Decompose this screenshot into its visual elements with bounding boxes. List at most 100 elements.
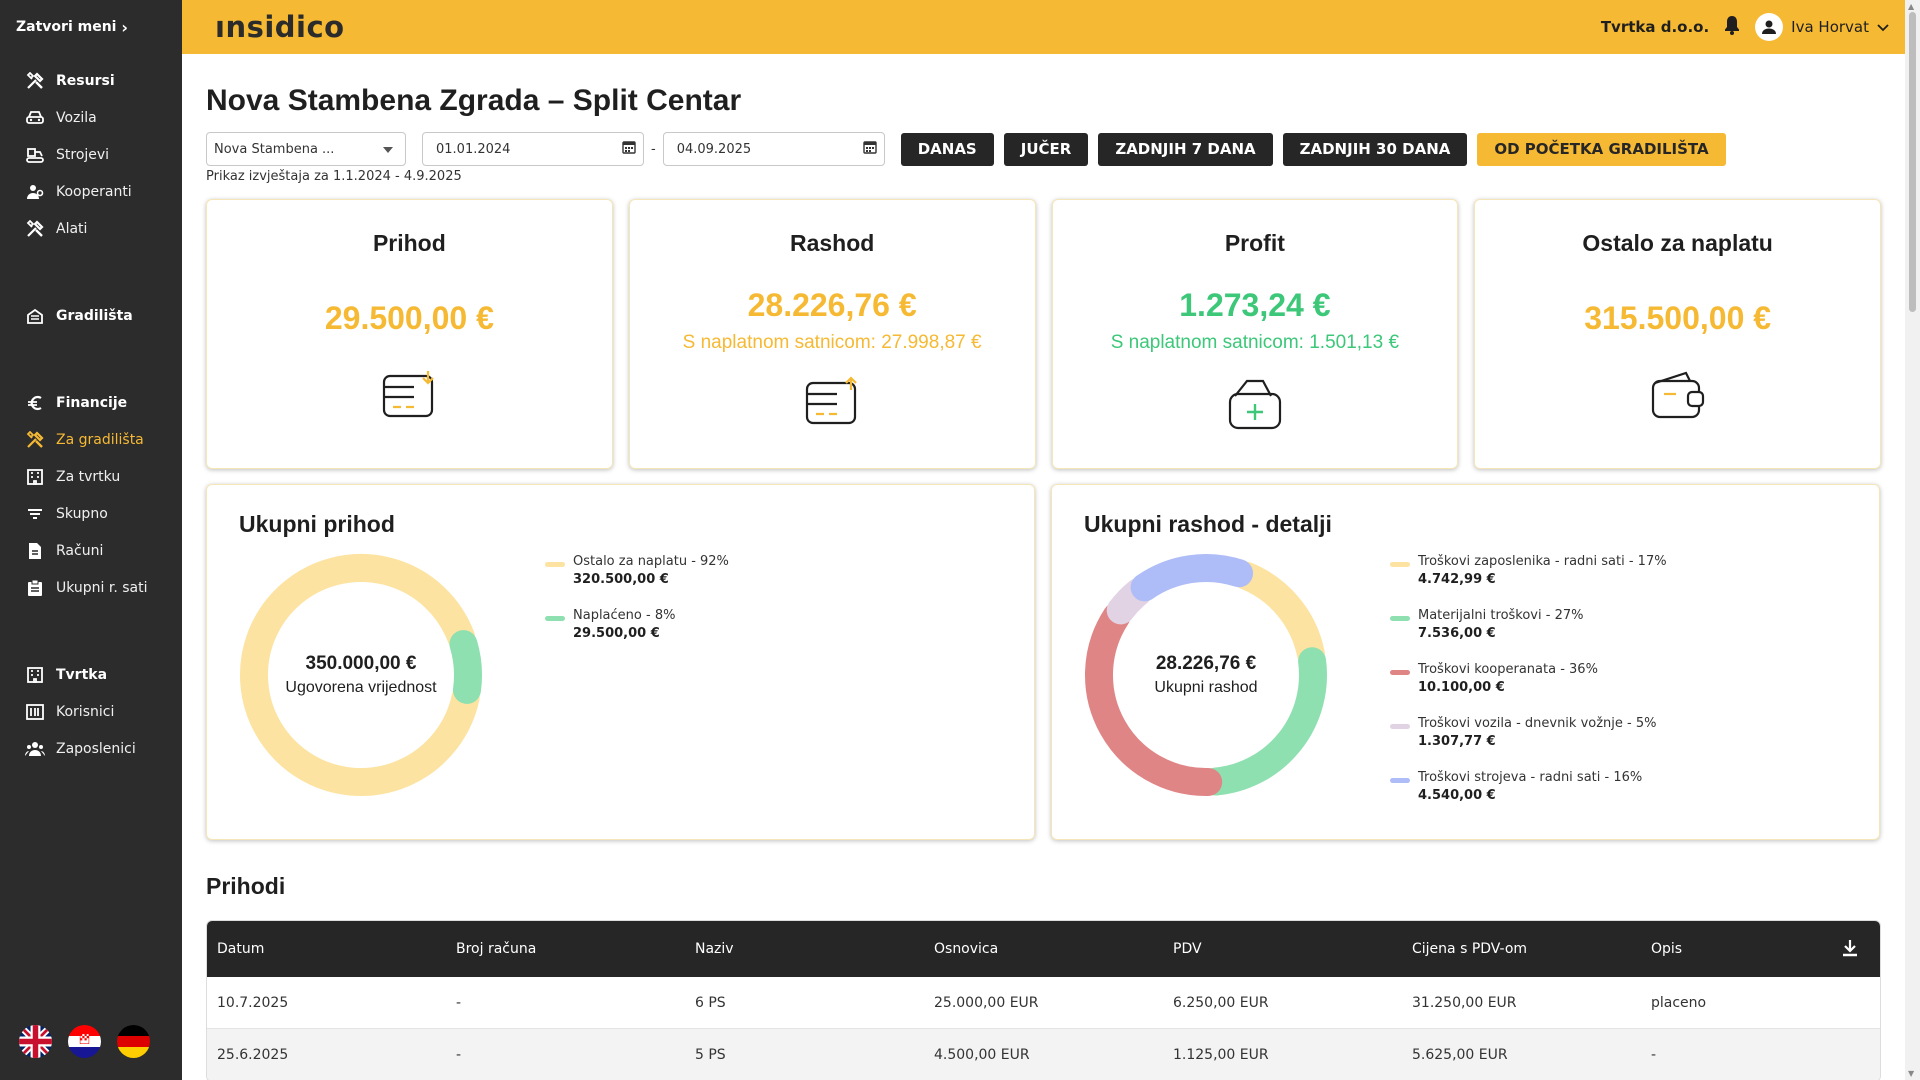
sidebar-item-alati[interactable]: Alati — [0, 210, 182, 247]
column-header[interactable]: Opis — [1651, 941, 1683, 957]
language-switcher — [19, 1025, 150, 1058]
column-header[interactable]: Osnovica — [934, 941, 999, 957]
column-header[interactable]: Naziv — [695, 941, 734, 957]
since-start-button[interactable]: OD POČETKA GRADILIŠTA — [1477, 132, 1726, 166]
table-row[interactable]: 25.6.2025 - 5 PS 4.500,00 EUR 1.125,00 E… — [207, 1029, 1880, 1080]
sidebar-item-skupno[interactable]: Skupno — [0, 495, 182, 532]
legend-value: 320.500,00 € — [573, 572, 669, 587]
sidebar-item-za-tvrtku[interactable]: Za tvrtku — [0, 458, 182, 495]
wallet-in-icon — [381, 369, 437, 423]
sidebar-item-strojevi[interactable]: Strojevi — [0, 136, 182, 173]
scrollbar[interactable]: ▲ ▼ — [1905, 0, 1920, 1080]
date-from-field[interactable]: 01.01.2024 — [422, 132, 644, 166]
euro-icon — [24, 392, 46, 414]
company-name[interactable]: Tvrtka d.o.o. — [1600, 18, 1710, 36]
column-header[interactable]: Broj računa — [456, 941, 537, 957]
donut-segment[interactable] — [1130, 554, 1254, 602]
scroll-down-icon[interactable]: ▼ — [1908, 1069, 1915, 1078]
sidebar-item-gradilišta[interactable]: Gradilišta — [0, 297, 182, 334]
outstanding-card: Ostalo za naplatu 315.500,00 € — [1474, 199, 1881, 469]
column-header[interactable]: Datum — [217, 941, 265, 957]
sidebar-item-kooperanti[interactable]: Kooperanti — [0, 173, 182, 210]
sidebar-item-ukupni-r-sati[interactable]: Ukupni r. sati — [0, 569, 182, 606]
employees-icon — [24, 738, 46, 760]
sidebar-item-korisnici[interactable]: Korisnici — [0, 693, 182, 730]
sidebar-item-label: Zaposlenici — [56, 740, 136, 757]
car-icon — [24, 107, 46, 129]
legend-item[interactable]: Materijalni troškovi - 27% 7.536,00 € — [1390, 607, 1667, 643]
column-header[interactable]: Cijena s PDV-om — [1412, 941, 1528, 957]
card-subvalue: S naplatnom satnicom: 27.998,87 € — [682, 332, 982, 353]
legend-value: 4.540,00 € — [1418, 788, 1496, 803]
donut-segment[interactable] — [449, 630, 482, 704]
calendar-icon[interactable] — [863, 140, 877, 158]
uk-flag-icon[interactable] — [19, 1025, 52, 1058]
legend-item[interactable]: Troškovi zaposlenika - radni sati - 17% 4… — [1390, 553, 1667, 589]
table-cell: - — [1651, 1046, 1657, 1063]
scroll-thumb[interactable] — [1909, 12, 1916, 312]
wallet-out-icon — [804, 376, 860, 430]
scroll-up-icon[interactable]: ▲ — [1908, 2, 1915, 11]
legend-text: Materijalni troškovi - 27% 7.536,00 € — [1418, 607, 1583, 643]
sidebar-item-zaposlenici[interactable]: Zaposlenici — [0, 730, 182, 767]
date-to-field[interactable]: 04.09.2025 — [662, 132, 885, 166]
project-select[interactable]: Nova Stambena ... — [206, 132, 406, 166]
close-menu-button[interactable]: Zatvori meni › — [0, 0, 182, 54]
legend-item[interactable]: Ostalo za naplatu - 92% 320.500,00 € — [545, 553, 729, 589]
report-range-info: Prikaz izvještaja za 1.1.2024 - 4.9.2025 — [206, 169, 462, 184]
sidebar-item-tvrtka[interactable]: Tvrtka — [0, 656, 182, 693]
legend-swatch — [1390, 778, 1410, 783]
sidebar-item-label: Financije — [56, 394, 128, 411]
bell-icon[interactable] — [1723, 15, 1741, 39]
donut-segment[interactable] — [240, 554, 480, 796]
table-cell: 1.125,00 EUR — [1173, 1046, 1269, 1063]
donut-segment[interactable] — [1232, 561, 1325, 668]
legend-item[interactable]: Naplaćeno - 8% 29.500,00 € — [545, 607, 729, 643]
total-income-panel: Ukupni prihod 350.000,00 € Ugovorena vri… — [206, 484, 1035, 840]
donut-segment[interactable] — [1201, 647, 1327, 796]
card-title: Ostalo za naplatu — [1582, 230, 1773, 256]
machine-icon — [24, 144, 46, 166]
sidebar-item-resursi[interactable]: Resursi — [0, 62, 182, 99]
sidebar-item-financije[interactable]: Financije — [0, 384, 182, 421]
download-icon[interactable] — [1842, 939, 1858, 961]
germany-flag-icon[interactable] — [117, 1025, 150, 1058]
legend-item[interactable]: Troškovi strojeva - radni sati - 16% 4.54… — [1390, 769, 1667, 805]
last-7-days-button[interactable]: ZADNJIH 7 DANA — [1098, 132, 1273, 166]
legend-swatch — [545, 616, 565, 621]
table-cell: 6 PS — [695, 994, 726, 1011]
sidebar-item-label: Tvrtka — [56, 666, 108, 683]
page-title: Nova Stambena Zgrada – Split Centar — [206, 84, 742, 117]
card-title: Prihod — [372, 230, 446, 256]
calendar-icon[interactable] — [622, 140, 636, 158]
donut-center-value: 350.000,00 € — [305, 653, 417, 674]
croatia-flag-icon[interactable] — [68, 1025, 101, 1058]
sidebar-item-label: Resursi — [56, 72, 115, 89]
legend-swatch — [1390, 670, 1410, 675]
legend-item[interactable]: Troškovi kooperanata - 36% 10.100,00 € — [1390, 661, 1667, 697]
sidebar-item-label: Alati — [56, 220, 88, 237]
sidebar-item-računi[interactable]: Računi — [0, 532, 182, 569]
user-menu[interactable]: Iva Horvat — [1755, 13, 1889, 41]
last-30-days-button[interactable]: ZADNJIH 30 DANA — [1282, 132, 1468, 166]
yesterday-button[interactable]: JUČER — [1003, 132, 1089, 166]
app-logo[interactable]: ınsidico — [215, 10, 345, 44]
sidebar-item-label: Strojevi — [56, 146, 110, 163]
donut-center: 28.226,76 € Ukupni rashod — [1084, 553, 1328, 797]
legend-item[interactable]: Troškovi vozila - dnevnik vožnje - 5% 1.3… — [1390, 715, 1667, 751]
caret-down-icon — [383, 142, 393, 157]
kpi-cards: Prihod 29.500,00 € Rashod 28.226,76 € S … — [206, 199, 1881, 469]
legend-value: 4.742,99 € — [1418, 572, 1496, 587]
legend-label: Troškovi zaposlenika - radni sati - 17% — [1418, 554, 1667, 569]
today-button[interactable]: DANAS — [900, 132, 994, 166]
column-header[interactable]: PDV — [1173, 941, 1202, 957]
sidebar-item-vozila[interactable]: Vozila — [0, 99, 182, 136]
table-cell: 25.6.2025 — [217, 1046, 289, 1063]
legend-value: 29.500,00 € — [573, 626, 660, 641]
table-row[interactable]: 10.7.2025 - 6 PS 25.000,00 EUR 6.250,00 … — [207, 977, 1880, 1029]
income-legend: Ostalo za naplatu - 92% 320.500,00 € Napla… — [545, 553, 729, 661]
sidebar-item-za-gradilišta[interactable]: Za gradilišta — [0, 421, 182, 458]
sidebar-group: Resursi Vozila Strojevi Kooperanti Alati — [0, 62, 182, 247]
donut-segment[interactable] — [1085, 602, 1223, 796]
top-header: ınsidico Tvrtka d.o.o. Iva Horvat — [182, 0, 1905, 54]
